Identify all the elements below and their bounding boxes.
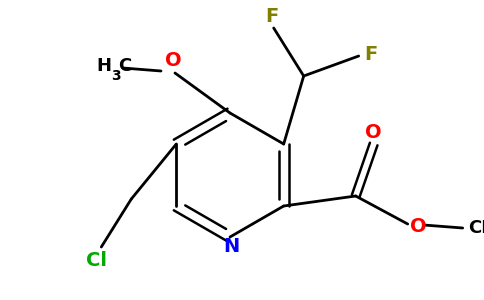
Text: H: H — [96, 57, 111, 75]
Text: O: O — [409, 217, 426, 236]
Text: Cl: Cl — [86, 251, 107, 271]
Text: O: O — [365, 122, 382, 142]
Text: F: F — [364, 44, 378, 64]
Text: 3: 3 — [111, 69, 121, 83]
Text: O: O — [165, 52, 182, 70]
Text: C: C — [118, 57, 131, 75]
Text: N: N — [223, 238, 239, 256]
Text: F: F — [265, 7, 278, 26]
Text: CH: CH — [468, 219, 484, 237]
